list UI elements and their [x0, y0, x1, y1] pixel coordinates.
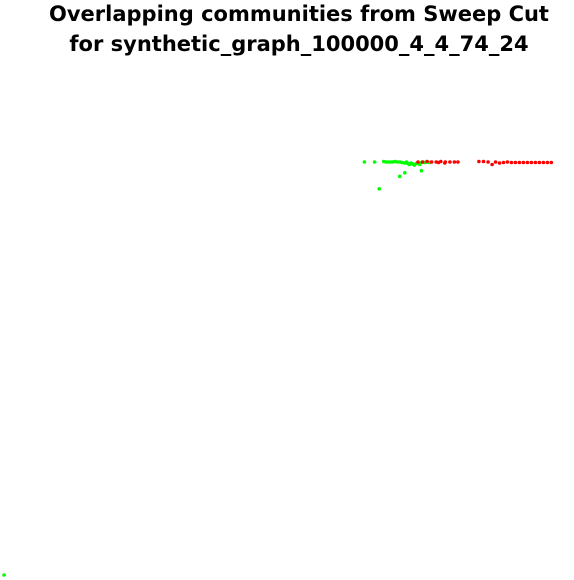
scatter-point-1-26	[533, 160, 538, 165]
scatter-point-1-13	[481, 159, 486, 164]
scatter-point-0-0	[362, 160, 367, 164]
scatter-point-1-10	[443, 161, 447, 165]
scatter-point-0-28	[419, 168, 424, 173]
scatter-point-1-17	[497, 161, 502, 165]
scatter-point-1-23	[521, 160, 526, 165]
scatter-point-1-9	[456, 160, 460, 164]
scatter-point-1-12	[477, 159, 481, 164]
scatter-point-1-24	[525, 160, 530, 165]
scatter-point-1-29	[545, 160, 550, 165]
scatter-point-1-30	[549, 160, 554, 165]
scatter-point-1-16	[493, 160, 498, 164]
scatter-point-1-2	[425, 159, 429, 164]
scatter-point-0-29	[377, 187, 382, 191]
scatter-point-1-3	[429, 160, 434, 164]
scatter-point-1-11	[436, 160, 441, 165]
chart-title-line-1: Overlapping communities from Sweep Cut	[49, 2, 549, 26]
plot-area	[2, 159, 554, 577]
chart-title-line-2: for synthetic_graph_100000_4_4_74_24	[69, 32, 528, 56]
scatter-point-1-0	[416, 160, 420, 164]
scatter-point-1-27	[537, 160, 542, 165]
scatter-point-1-28	[541, 160, 546, 165]
scatter-point-0-26	[403, 171, 407, 175]
scatter-point-1-14	[486, 160, 490, 164]
scatter-point-1-25	[529, 160, 534, 165]
scatter-point-0-27	[397, 174, 402, 179]
scatter-point-1-15	[490, 162, 494, 167]
scatter-point-0-1	[372, 160, 377, 164]
series-1	[416, 159, 554, 167]
scatter-point-1-19	[505, 160, 510, 164]
scatter-point-1-20	[509, 160, 514, 165]
scatter-point-1-8	[452, 160, 457, 164]
scatter-point-1-22	[517, 160, 522, 165]
scatter-point-1-7	[448, 160, 452, 164]
scatter-point-0-30	[2, 573, 6, 577]
scatter-point-1-18	[501, 160, 506, 165]
scatter-point-1-1	[420, 160, 425, 164]
scatter-point-1-21	[513, 160, 518, 165]
